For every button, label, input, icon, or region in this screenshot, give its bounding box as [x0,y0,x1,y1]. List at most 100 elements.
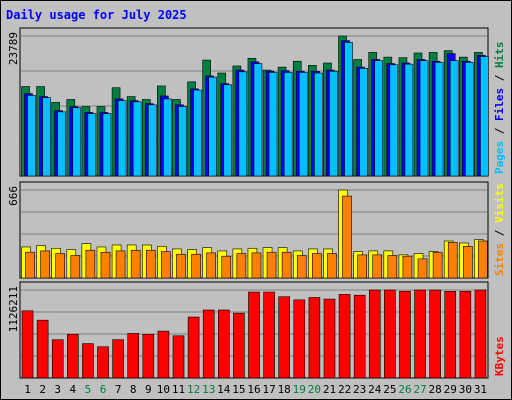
bar-pages-day-13 [208,76,217,177]
x-tick-day-13: 13 [202,383,215,396]
panel-2: 666 Sites / Visits [7,181,506,279]
legend: Pages / Files / Hits [493,42,506,175]
bar-sites-day-17 [266,251,277,279]
bar-pages-day-30 [465,62,474,177]
bar-kbytes-day-11 [172,335,185,379]
legend-separator: / [493,223,506,243]
bar-sites-day-26 [402,255,413,279]
bar-sites-day-13 [206,252,216,279]
legend-visits: Visits [493,183,506,223]
x-tick-day-15: 15 [232,383,245,396]
bar-kbytes-day-23 [353,294,366,379]
x-tick-day-28: 28 [429,383,442,396]
bar-sites-day-12 [191,253,201,279]
x-tick-day-25: 25 [383,383,396,396]
bar-pages-day-12 [193,89,202,177]
bar-kbytes-day-2 [36,319,49,379]
x-tick-day-21: 21 [323,383,336,396]
bar-sites-day-6 [100,251,111,279]
x-axis-labels: 1 2 3 4 5 6 7 8 9 10 11 12 13 14 15 16 17 18 19 20 21 22 23 24 2… [24,383,487,396]
x-tick-day-12: 12 [187,383,200,396]
bar-kbytes-day-8 [127,333,140,379]
bar-kbytes-day-7 [112,339,124,379]
x-tick-day-1: 1 [24,383,31,396]
bar-kbytes-day-31 [474,289,487,379]
bar-sites-day-31 [478,240,488,279]
bar-pages-day-22 [344,42,353,177]
bar-sites-day-16 [251,252,262,279]
bar-pages-day-9 [147,104,157,177]
x-tick-day-30: 30 [459,383,472,396]
legend-separator: / [493,68,506,88]
x-tick-day-16: 16 [247,383,260,396]
bar-sites-day-19 [296,255,307,279]
x-tick-day-24: 24 [368,383,382,396]
bar-sites-day-23 [357,254,367,279]
bar-sites-day-24 [372,254,383,279]
bar-kbytes-day-18 [278,296,290,379]
bar-pages-day-21 [329,70,338,177]
bar-kbytes-day-15 [233,312,245,379]
x-tick-day-3: 3 [54,383,61,396]
legend-pages: Pages [493,141,506,174]
x-tick-day-7: 7 [115,383,122,396]
chart-title: Daily usage for July 2025 [6,8,187,22]
bar-kbytes-day-27 [414,289,426,379]
x-tick-day-22: 22 [338,383,351,396]
legend: KBytes [493,336,506,376]
legend-hits: Hits [493,42,506,69]
x-tick-day-4: 4 [70,383,77,396]
bar-kbytes-day-19 [293,299,306,379]
bar-kbytes-day-16 [248,291,260,379]
bar-kbytes-day-26 [399,290,411,379]
legend-kbytes: KBytes [493,336,506,376]
bar-kbytes-day-29 [444,290,457,379]
x-tick-day-8: 8 [130,383,137,396]
bar-pages-day-20 [314,72,323,177]
x-tick-day-18: 18 [278,383,291,396]
x-tick-day-26: 26 [398,383,411,396]
x-tick-day-11: 11 [172,383,185,396]
bar-pages-day-14 [223,84,233,177]
bar-pages-day-7 [117,100,127,177]
bar-sites-day-18 [281,251,292,279]
bar-pages-day-24 [374,60,384,177]
y-max-label: 666 [7,186,20,206]
bar-pages-day-10 [163,98,172,177]
bar-kbytes-day-20 [308,297,321,379]
x-tick-day-5: 5 [85,383,92,396]
bar-pages-day-29 [449,60,459,177]
bar-sites-day-30 [463,245,473,279]
bar-kbytes-day-14 [218,309,230,379]
bars [21,35,489,177]
bar-sites-day-10 [161,251,171,279]
bar-pages-day-8 [132,101,142,177]
x-tick-day-10: 10 [157,383,170,396]
bar-sites-day-4 [70,255,81,279]
bar-kbytes-day-5 [82,343,94,379]
panel-3: 1126211 KBytes [7,281,506,379]
x-tick-day-31: 31 [474,383,487,396]
bar-pages-day-26 [404,63,414,177]
bar-pages-day-4 [72,107,82,177]
bar-sites-day-9 [145,249,156,279]
bar-sites-day-1 [25,251,35,279]
x-tick-day-29: 29 [444,383,457,396]
x-tick-day-6: 6 [100,383,107,396]
legend-sites: Sites [493,243,506,276]
bars [21,189,488,279]
x-tick-day-2: 2 [39,383,46,396]
bar-sites-day-27 [417,258,428,279]
bar-sites-day-28 [432,251,443,279]
bar-kbytes-day-13 [202,309,215,379]
bar-pages-day-5 [87,113,97,177]
bar-pages-day-3 [57,111,66,177]
x-tick-day-14: 14 [217,383,231,396]
bar-pages-day-25 [389,64,399,177]
bar-sites-day-2 [40,250,50,279]
bar-pages-day-11 [178,106,187,177]
bar-kbytes-day-25 [384,289,396,379]
bar-kbytes-day-22 [338,294,351,379]
bar-sites-day-14 [221,255,232,279]
bar-sites-day-22 [342,195,352,279]
